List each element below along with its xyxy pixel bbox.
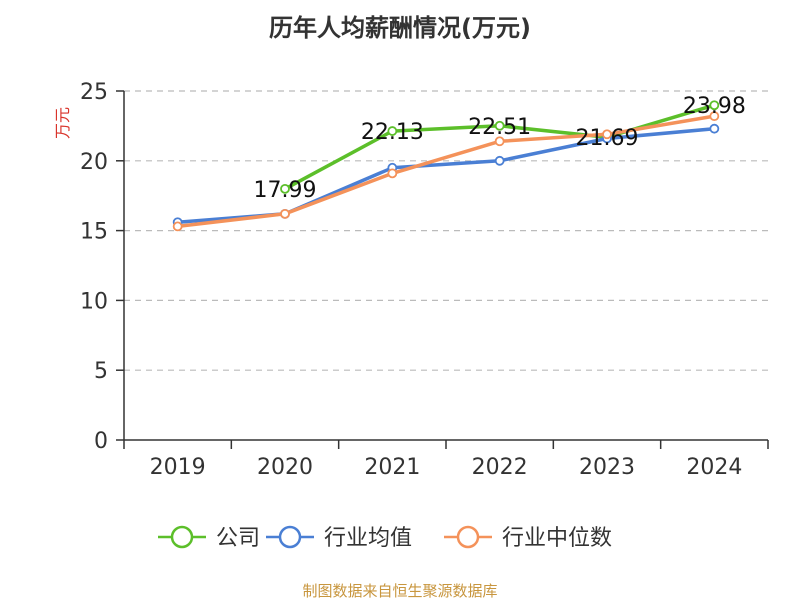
x-tick-label-2022: 2022 (472, 455, 528, 480)
series-0-point-2022 (494, 120, 505, 131)
series-2-point-2019 (172, 221, 183, 232)
series-0-point-2020 (280, 183, 290, 194)
series-2-point-2022 (494, 136, 505, 147)
data-label-0-2023: 21.69 (576, 126, 639, 151)
series-2-point-2021 (387, 168, 398, 179)
series-2-point-2020 (280, 208, 290, 219)
y-tick-label-0: 0 (94, 429, 108, 454)
chart-title: 历年人均薪酬情况(万元) (269, 14, 531, 42)
source-note: 制图数据来自恒生聚源数据库 (302, 582, 497, 600)
x-tick-label-2024: 2024 (686, 455, 742, 480)
grid-lines (124, 90, 768, 371)
series-2-point-2024 (709, 111, 720, 122)
series-lines (172, 100, 720, 232)
x-tick-label-2021: 2021 (364, 455, 420, 480)
data-label-0-2022: 22.51 (468, 115, 531, 140)
data-label-0-2021: 22.13 (361, 120, 424, 145)
data-label-0-2024: 23.98 (683, 94, 746, 119)
series-line-2 (177, 114, 715, 229)
axes: 0 5 10 15 20 25 2019 2020 2021 2022 2023 2024 (80, 80, 769, 480)
y-tick-label-25: 25 (80, 80, 108, 105)
legend: 公司 行业均值 行业中位数 (158, 525, 612, 551)
series-1-point-2022 (494, 155, 505, 166)
y-tick-label-10: 10 (80, 289, 108, 314)
series-0-point-2021 (387, 126, 398, 136)
legend-label-1: 行业均值 (324, 526, 412, 551)
series-0-point-2024 (709, 100, 720, 111)
series-2-point-2023 (602, 129, 612, 140)
data-labels: 17.99 22.13 22.51 21.69 23.98 (254, 94, 746, 203)
x-tick-label-2020: 2020 (257, 455, 313, 480)
legend-marker-0 (170, 525, 194, 549)
y-tick-label-20: 20 (80, 150, 108, 175)
y-tick-label-15: 15 (80, 220, 108, 245)
x-tick-label-2023: 2023 (579, 455, 635, 480)
legend-marker-2 (456, 525, 480, 549)
y-axis-label: 万元 (53, 107, 72, 139)
x-tick-label-2019: 2019 (150, 455, 206, 480)
data-label-0-2020: 17.99 (254, 178, 317, 203)
series-1-point-2024 (709, 123, 720, 134)
legend-label-0: 公司 (216, 526, 260, 551)
y-tick-label-5: 5 (94, 359, 108, 384)
legend-label-2: 行业中位数 (502, 526, 612, 551)
legend-marker-1 (278, 525, 302, 549)
